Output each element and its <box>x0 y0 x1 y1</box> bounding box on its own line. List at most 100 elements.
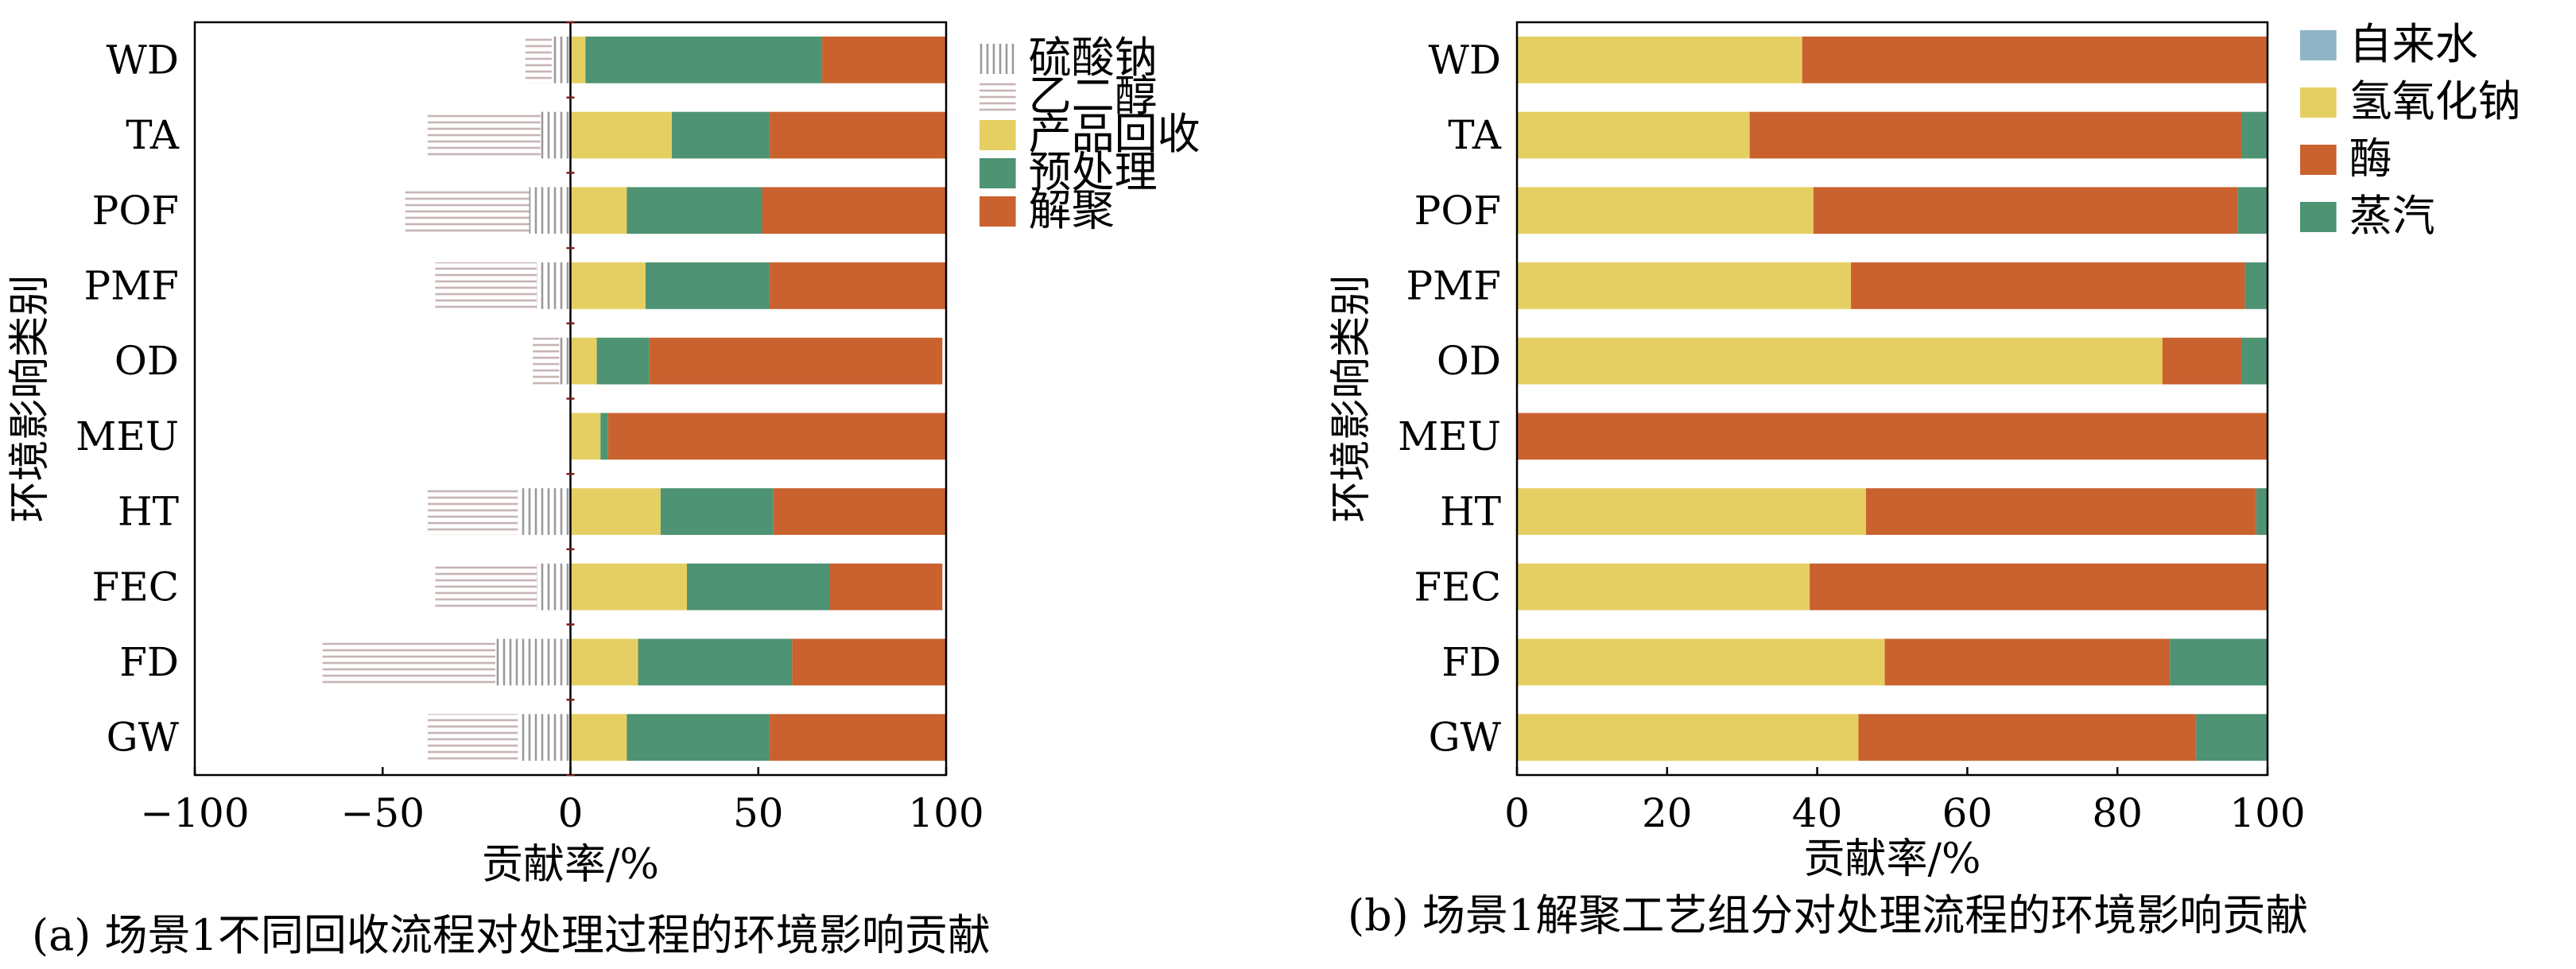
bar-ta-a4 <box>769 111 946 159</box>
x-tick-label: 80 <box>2092 790 2143 836</box>
bar-fd-b2 <box>1884 638 2171 686</box>
bar-pmf-b3 <box>2244 262 2268 309</box>
y-tick-label: OD <box>114 338 179 384</box>
bar-gw-a1 <box>427 714 518 761</box>
bar-pmf-a2 <box>570 262 646 309</box>
bar-wd-b2 <box>1802 36 2268 83</box>
bar-od-a0 <box>559 337 571 385</box>
x-tick-label: 50 <box>733 790 784 836</box>
x-tick-label: 0 <box>558 790 584 836</box>
bar-ht-a3 <box>660 488 774 535</box>
bar-fd-a2 <box>570 638 638 686</box>
legend-label: 氢氧化钠 <box>2349 76 2521 126</box>
legend-swatch <box>980 120 1016 150</box>
bar-od-a2 <box>570 337 597 385</box>
bar-pof-b1 <box>1517 187 1814 234</box>
bar-gw-a2 <box>570 714 627 761</box>
bar-ta-b3 <box>2240 111 2268 159</box>
y-tick-label: MEU <box>76 413 179 459</box>
bar-pmf-a3 <box>646 262 770 309</box>
x-tick-label: −50 <box>340 790 425 836</box>
legend-swatch <box>2300 87 2337 118</box>
y-tick-label: FD <box>119 639 179 685</box>
bar-pmf-a1 <box>435 262 537 309</box>
legend-label: 自来水 <box>2349 19 2478 69</box>
bar-ht-b1 <box>1517 488 1866 535</box>
x-tick-label: 40 <box>1792 790 1843 836</box>
bar-pof-a3 <box>627 187 762 234</box>
bar-wd-a4 <box>822 36 946 83</box>
bar-pmf-b2 <box>1851 262 2245 309</box>
y-tick-label: WD <box>1429 37 1501 83</box>
bar-fd-a4 <box>792 638 946 686</box>
bar-fd-b3 <box>2170 638 2268 686</box>
bar-fd-a3 <box>638 638 793 686</box>
bar-gw-a0 <box>518 714 571 761</box>
x-tick-label: 60 <box>1942 790 1993 836</box>
bar-fd-b1 <box>1517 638 1885 686</box>
y-axis-label: 环境影响类别 <box>6 274 54 522</box>
bar-ta-a2 <box>570 111 673 159</box>
bar-wd-b1 <box>1517 36 1802 83</box>
chart-panel-a: WD TA POF PMF OD MEU HT FEC FD GW −100 −50 0 50 100 贡献率… <box>6 21 1201 960</box>
bar-ht-a4 <box>773 488 946 535</box>
bar-pmf-b1 <box>1517 262 1852 309</box>
bar-meu-a2 <box>570 413 601 460</box>
bar-wd-a1 <box>525 36 552 83</box>
chart-panel-b: WD TA POF PMF OD MEU HT FEC FD GW0 20 40 60 80 100 贡献率/… <box>1328 19 2521 940</box>
y-tick-label: PMF <box>1406 262 1501 308</box>
panel-caption: (a) 场景1不同回收流程对处理过程的环境影响贡献 <box>32 910 991 960</box>
y-tick-label: FEC <box>92 564 179 610</box>
x-tick-label: 0 <box>1504 790 1530 836</box>
bar-gw-b1 <box>1517 714 1859 761</box>
bar-meu-a4 <box>607 413 946 460</box>
y-tick-label: POF <box>92 188 179 234</box>
y-tick-label: FD <box>1441 639 1501 685</box>
y-tick-label: GW <box>107 715 180 761</box>
y-tick-label: OD <box>1437 338 1501 384</box>
bar-gw-b3 <box>2196 714 2268 761</box>
legend-swatch <box>980 196 1016 227</box>
x-tick-label: 100 <box>2229 790 2305 836</box>
y-tick-label: PMF <box>83 262 179 308</box>
legend-swatch <box>2300 145 2337 175</box>
bar-pof-a2 <box>570 187 627 234</box>
bar-fec-a2 <box>570 563 687 610</box>
legend-swatch <box>980 158 1016 188</box>
bar-ht-a1 <box>427 488 518 535</box>
bar-meu-b2 <box>1517 413 2268 460</box>
bar-fd-a0 <box>495 638 571 686</box>
bar-od-b3 <box>2240 337 2268 385</box>
legend-swatch <box>2300 30 2337 60</box>
plot-frame <box>1515 21 2269 777</box>
bar-fec-b1 <box>1517 563 1810 610</box>
bar-ta-b1 <box>1517 111 1750 159</box>
bar-ht-b3 <box>2256 488 2268 535</box>
bar-ta-a1 <box>427 111 541 159</box>
y-tick-label: MEU <box>1398 413 1501 459</box>
y-axis-label: 环境影响类别 <box>1328 274 1375 522</box>
bar-gw-a3 <box>627 714 770 761</box>
bar-ht-b2 <box>1865 488 2256 535</box>
legend-label: 预处理 <box>1029 147 1158 197</box>
bar-pof-b3 <box>2237 187 2268 234</box>
bar-pof-a1 <box>405 187 530 234</box>
bar-fd-a1 <box>322 638 495 686</box>
y-tick-label: TA <box>126 112 180 158</box>
bar-ht-a0 <box>518 488 571 535</box>
y-tick-label: HT <box>1440 489 1501 535</box>
bar-fec-a3 <box>686 563 830 610</box>
bar-wd-a0 <box>551 36 571 83</box>
bar-pof-b2 <box>1813 187 2238 234</box>
panel-caption: (b) 场景1解聚工艺组分对处理流程的环境影响贡献 <box>1348 890 2308 940</box>
legend-swatch <box>980 82 1016 112</box>
bar-pof-a4 <box>762 187 946 234</box>
bar-fec-a1 <box>435 563 537 610</box>
bar-meu-a3 <box>600 413 608 460</box>
bar-od-a1 <box>533 337 560 385</box>
legend-label: 产品回收 <box>1029 109 1201 159</box>
bar-pmf-a4 <box>769 262 946 309</box>
x-axis-label: 贡献率/% <box>1804 835 1981 883</box>
x-axis-label: 贡献率/% <box>482 841 659 889</box>
